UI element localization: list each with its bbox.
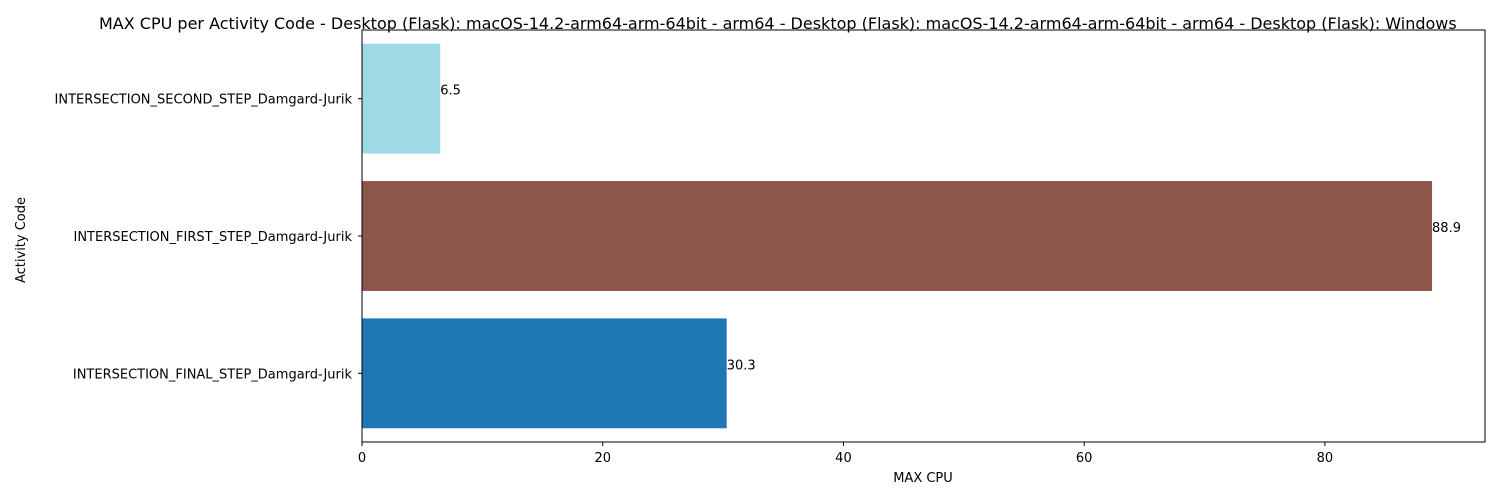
bar-3: [362, 43, 441, 154]
bar-1: [362, 318, 727, 429]
chart-title: MAX CPU per Activity Code - Desktop (Fla…: [99, 14, 1457, 33]
plot-frame: [361, 29, 1486, 443]
x-tick-label-0: 0: [358, 451, 366, 466]
bar-value-label-3: 6.5: [440, 84, 461, 99]
bars-group: [362, 43, 1433, 429]
bar-value-label-1: 30.3: [727, 358, 756, 373]
bar-value-label-2: 88.9: [1432, 221, 1461, 236]
y-tick-label-2: INTERSECTION_FIRST_STEP_Damgard-Jurik: [73, 230, 352, 245]
y-axis: INTERSECTION_FINAL_STEP_Damgard-Jurik INT…: [55, 93, 362, 382]
y-tick-label-1: INTERSECTION_FINAL_STEP_Damgard-Jurik: [73, 367, 353, 382]
x-tick-label-20: 20: [594, 451, 611, 466]
y-axis-label: Activity Code: [14, 197, 29, 283]
x-axis: 0 20 40 60 80: [358, 442, 1333, 466]
x-tick-label-40: 40: [835, 451, 852, 466]
value-labels-group: 30.3 88.9 6.5: [440, 84, 1461, 374]
x-tick-label-60: 60: [1076, 451, 1093, 466]
y-tick-label-3: INTERSECTION_SECOND_STEP_Damgard-Jurik: [55, 93, 353, 108]
bar-2: [362, 181, 1433, 291]
x-tick-label-80: 80: [1317, 451, 1334, 466]
x-axis-label: MAX CPU: [893, 471, 953, 486]
